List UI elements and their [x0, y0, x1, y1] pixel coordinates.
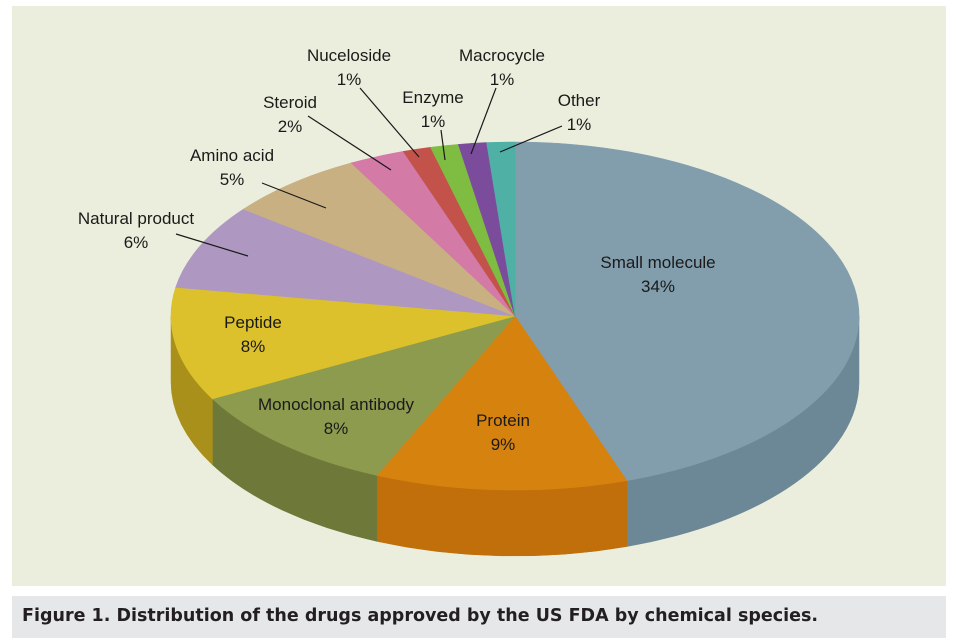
slice-value-label: 5% — [220, 170, 245, 189]
leader-line — [470, 87, 497, 155]
slice-value-label: 8% — [324, 419, 349, 438]
leader-line — [359, 87, 420, 158]
leader-line — [440, 129, 446, 161]
pie-slice-peptide — [170, 287, 516, 400]
leader-lines — [175, 87, 563, 257]
pie-slice-small-molecule — [514, 141, 860, 481]
slice-value-label: 6% — [124, 233, 149, 252]
slice-label: Peptide — [224, 313, 282, 332]
slice-labels: Small molecule 34% Protein 9% Monoclonal ant… — [78, 46, 716, 454]
leader-line — [261, 182, 327, 209]
pie-chart: Small molecule 34% Protein 9% Monoclonal ant… — [78, 46, 860, 557]
pie-slice-monoclonal-antibody — [211, 315, 516, 476]
slice-label: Nuceloside — [307, 46, 391, 65]
leader-line — [307, 115, 392, 171]
slice-label: Small molecule — [600, 253, 715, 272]
chart-panel: Small molecule 34% Protein 9% Monoclonal ant… — [12, 6, 946, 586]
slice-label: Protein — [476, 411, 530, 430]
slice-label: Steroid — [263, 93, 317, 112]
slice-value-label: 1% — [490, 70, 515, 89]
slice-label: Amino acid — [190, 146, 274, 165]
figure-caption: Figure 1. Distribution of the drugs appr… — [22, 606, 819, 626]
slice-value-label: 8% — [241, 337, 266, 356]
slice-value-label: 2% — [278, 117, 303, 136]
slice-label: Enzyme — [402, 88, 463, 107]
slice-label: Natural product — [78, 209, 195, 228]
slice-label: Other — [558, 91, 601, 110]
slice-value-label: 9% — [491, 435, 516, 454]
pie-slice-other — [486, 141, 516, 317]
slice-label: Monoclonal antibody — [258, 395, 414, 414]
pie-slice-natural-product — [175, 208, 516, 317]
slice-value-label: 34% — [641, 277, 675, 296]
slice-value-label: 1% — [421, 112, 446, 131]
slice-label: Macrocycle — [459, 46, 545, 65]
pie-slices — [170, 141, 860, 491]
pie-slice-protein — [376, 315, 628, 491]
slice-value-label: 1% — [337, 70, 362, 89]
figure-caption-bar: Figure 1. Distribution of the drugs appr… — [12, 596, 946, 638]
leader-line — [499, 125, 563, 153]
leader-line — [175, 233, 249, 257]
pie-slice-amino-acid — [242, 162, 516, 317]
slice-value-label: 1% — [567, 115, 592, 134]
